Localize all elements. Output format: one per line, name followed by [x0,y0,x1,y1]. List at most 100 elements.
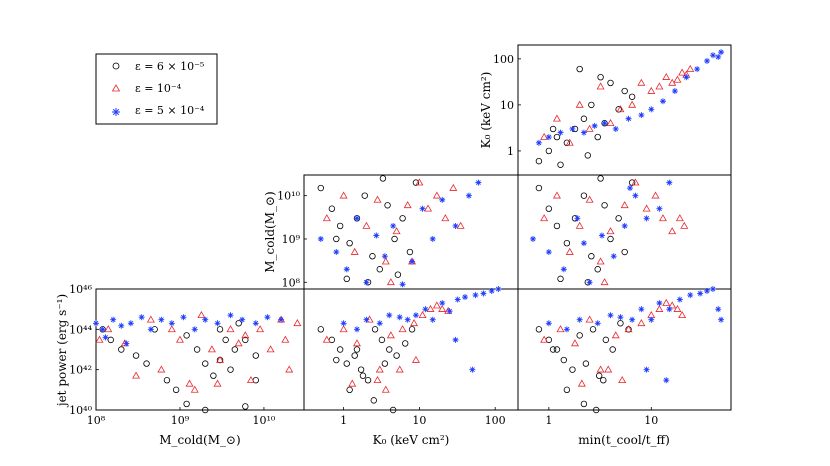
point-row3-col1-s2-8 [168,320,175,327]
point-row3-col1-s0-17 [252,352,259,359]
point-row2-col2-s2-12 [439,196,446,203]
point-row1-col3-s2-5 [591,122,598,129]
point-row3-col2-s0-12 [408,326,416,333]
point-row3-col1-s2-6 [147,326,154,333]
point-row1-col3-s1-1 [552,114,561,122]
point-row2-col2-s0-3 [346,239,353,247]
point-row2-col2-s2-2 [343,266,350,273]
point-row3-col3-s2-17 [718,316,725,323]
point-row3-col2-s2-12 [454,296,461,303]
point-row3-col2-s0-15 [370,397,377,404]
point-row2-col3-s0-11 [621,248,628,256]
point-row3-col3-s0-3 [560,356,568,364]
point-row1-col3-s0-1 [545,147,553,155]
point-row3-col3-s1-12 [673,304,682,312]
point-row3-col2-s1-4 [375,365,384,373]
xtick-label-row3-col3-1: 10 [644,414,658,427]
point-row3-col2-s2-19 [469,366,476,373]
point-row1-col3-s1-11 [655,82,664,90]
point-row2-col3-s2-12 [580,240,587,247]
point-row3-col3-s1-11 [668,301,677,309]
point-row2-col2-s1-0 [322,214,331,222]
point-row2-col2-s0-5 [361,192,368,199]
point-row3-col1-s2-3 [118,322,125,329]
point-row2-col3-s0-3 [563,239,571,247]
point-row2-col3-s1-13 [675,214,684,222]
point-row2-col3-s1-15 [600,278,609,286]
point-row3-col1-s0-19 [202,406,209,414]
point-row3-col3-s2-19 [663,377,670,384]
point-row3-col1-s1-5 [157,365,166,373]
point-row3-col3-s0-15 [593,406,600,414]
ytick-label-row3-col1-0: 10⁴⁰ [69,404,92,417]
point-row2-col3-s2-0 [529,235,536,242]
point-row3-col1-s1-19 [293,319,302,327]
point-row2-col2-s0-7 [376,266,383,273]
point-row3-col2-s2-2 [363,316,370,323]
point-row2-col3-s0-1 [545,205,553,212]
xtick-label-row3-col3-0: 1 [545,414,552,427]
point-row1-col3-s2-0 [535,139,542,146]
point-row3-col2-s0-14 [359,372,367,379]
point-row1-col3-s2-9 [638,112,645,119]
point-row2-col2-s0-2 [336,222,344,230]
point-row3-col2-s1-14 [395,365,404,373]
point-row2-col2-s1-2 [350,247,359,255]
point-row2-col2-s1-9 [424,204,433,212]
point-row3-col1-s0-7 [172,386,180,394]
point-row3-col3-s2-18 [643,366,650,373]
point-row3-col1-s1-11 [216,355,225,363]
point-row3-col3-s2-3 [594,320,601,327]
point-row1-col3-s0-13 [557,161,564,168]
point-row3-col1-s1-12 [226,325,235,333]
point-row2-col2-s1-5 [381,257,390,265]
point-row2-col3-s0-8 [601,202,608,209]
point-row3-col3-s2-0 [545,320,552,327]
y-axis-label-mcold: M_cold(M_⊙) [263,191,277,272]
point-row1-col3-s2-12 [671,88,678,95]
point-row2-col3-s1-5 [596,257,605,265]
point-row3-col1-s0-9 [193,346,201,353]
point-row2-col3-s0-2 [553,222,561,230]
x-axis-label-tratio: min(t_cool/t_ff) [578,433,670,447]
point-row3-col2-s0-0 [317,326,325,333]
xtick-label-row3-col2-2: 100 [485,414,506,427]
point-row3-col2-s2-15 [480,290,487,297]
point-row3-col3-s1-9 [655,304,664,312]
point-row3-col2-s2-0 [340,320,347,327]
point-row2-col2-s1-13 [456,221,465,229]
point-row2-col3-s2-11 [666,179,673,186]
point-row3-col1-s1-13 [234,339,243,347]
point-row3-col1-s2-12 [214,320,221,327]
point-row3-col1-s0-10 [202,360,209,367]
point-row2-col3-s1-9 [642,204,651,212]
point-row3-col2-s1-0 [322,335,331,343]
x-axis-label-k0: K₀ (keV cm²) [373,433,450,447]
point-row2-col2-s0-17 [394,271,402,278]
point-row3-col3-s1-0 [540,335,549,343]
point-row2-col2-s1-10 [432,191,441,199]
point-row3-col2-s0-6 [364,377,372,384]
point-row3-col3-s2-13 [697,290,704,297]
point-row2-col3-s2-13 [627,185,634,192]
point-row1-col3-s1-3 [575,100,584,108]
point-row3-col1-s0-13 [222,336,229,344]
point-row3-col3-s2-15 [709,286,716,292]
point-row3-col2-s0-9 [386,346,393,353]
point-row3-col3-s2-1 [563,326,570,333]
panel-frame-power-vs-tratio [517,288,732,411]
point-row1-col3-s0-2 [553,133,561,141]
point-row2-col3-s2-6 [610,253,617,260]
point-row3-col2-s1-15 [411,355,420,363]
point-row1-col3-s1-7 [616,105,625,113]
point-row1-col3-s2-4 [580,129,587,136]
point-row3-col2-s2-20 [452,336,459,343]
point-row2-col2-s1-4 [373,195,382,203]
point-row2-col3-s1-10 [651,191,660,199]
point-row1-col3-s2-13 [683,74,690,81]
panel-frame-mcold-vs-tratio [517,174,732,290]
ytick-label-row1-col3-1: 10 [500,99,514,112]
point-row2-col2-s0-0 [317,184,325,192]
point-row1-col3-s2-15 [704,57,711,64]
point-row1-col3-s2-11 [659,98,666,105]
